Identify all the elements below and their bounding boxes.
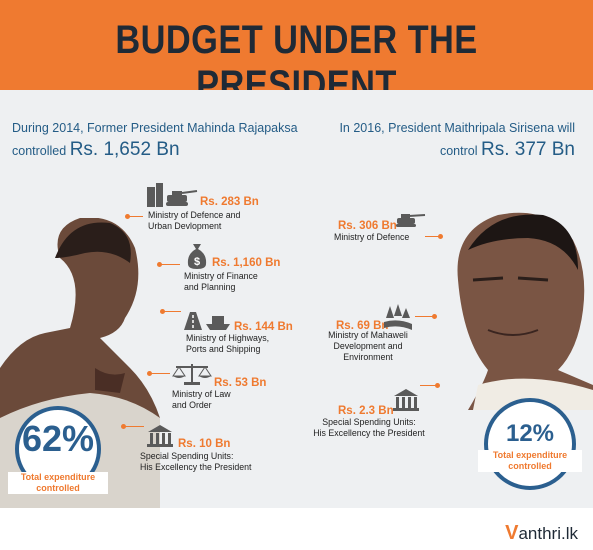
- tank-icon: [396, 214, 426, 227]
- leader-dot: [147, 371, 152, 376]
- ministry-name-line: Special Spending Units:: [140, 451, 234, 461]
- ministry-name-line: Special Spending Units:: [322, 417, 416, 427]
- percent-label: Total expenditure controlled: [8, 472, 108, 494]
- ministry-name-line: Ministry of Mahaweli: [328, 330, 408, 340]
- logo-text: anthri.lk: [518, 524, 578, 543]
- percent-value: 12%: [505, 420, 555, 447]
- left-intro-line2: controlled Rs. 1,652 Bn: [12, 139, 312, 162]
- ministry-amount: Rs. 10 Bn: [178, 438, 231, 450]
- scales-icon: [172, 364, 212, 385]
- leader-line: [425, 236, 439, 237]
- svg-text:$: $: [194, 256, 200, 268]
- ministry-name-line: His Excellency the President: [313, 428, 425, 438]
- ministry-name: Special Spending Units: His Excellency t…: [306, 417, 432, 439]
- logo-mark: V: [505, 522, 519, 544]
- ministry-amount: Rs. 144 Bn: [234, 321, 293, 333]
- tank-and-buildings-icon: [147, 183, 198, 207]
- ministry-name: Special Spending Units: His Excellency t…: [140, 451, 251, 473]
- ministry-name: Ministry of Law and Order: [172, 389, 231, 411]
- ministry-amount: Rs. 69 Bn: [336, 320, 389, 332]
- leader-line: [128, 216, 143, 217]
- ministry-name-line: Urban Devlopment: [148, 221, 222, 231]
- percent-label-line: controlled: [508, 461, 552, 471]
- ministry-name-line: Environment: [343, 352, 393, 362]
- left-intro-amount: Rs. 1,652 Bn: [69, 139, 180, 160]
- leader-line: [124, 426, 144, 427]
- leader-dot: [121, 424, 126, 429]
- highway-ship-icon: [184, 312, 230, 330]
- leader-dot: [438, 234, 443, 239]
- leader-dot: [432, 314, 437, 319]
- right-intro-line2: control Rs. 377 Bn: [315, 139, 575, 162]
- ministry-name: Ministry of Highways, Ports and Shipping: [186, 333, 269, 355]
- ministry-amount: Rs. 306 Bn: [338, 220, 397, 232]
- ministry-name: Ministry of Mahaweli Development and Env…: [322, 330, 414, 363]
- leader-dot: [157, 262, 162, 267]
- leader-line: [163, 311, 181, 312]
- money-bag-icon: $: [187, 244, 207, 269]
- percent-label: Total expenditure controlled: [478, 450, 582, 472]
- right-intro-amount: Rs. 377 Bn: [481, 139, 575, 160]
- left-intro-line1: During 2014, Former President Mahinda Ra…: [12, 121, 298, 135]
- ministry-name-line: and Order: [172, 400, 212, 410]
- president-portrait: [457, 212, 593, 410]
- ministry-amount: Rs. 1,160 Bn: [212, 257, 281, 269]
- ministry-name-line: Development and: [333, 341, 403, 351]
- ministry-name-line: Ministry of Law: [172, 389, 231, 399]
- ministry-name-line: Ministry of Highways,: [186, 333, 270, 343]
- leader-dot: [160, 309, 165, 314]
- right-intro-line1: In 2016, President Maithripala Sirisena …: [339, 121, 575, 135]
- left-intro: During 2014, Former President Mahinda Ra…: [12, 118, 312, 162]
- right-intro-prefix: control: [439, 144, 478, 158]
- ministry-name-line: Ministry of Finance: [184, 271, 258, 281]
- government-building-icon: [393, 389, 419, 411]
- government-building-icon: [147, 425, 173, 447]
- percent-label-line: controlled: [36, 483, 80, 493]
- forest-river-icon: [384, 304, 412, 330]
- percent-label-line: Total expenditure: [492, 450, 568, 460]
- leader-line: [150, 373, 170, 374]
- ministry-name-line: and Planning: [184, 282, 236, 292]
- ministry-name: Ministry of Finance and Planning: [184, 271, 258, 293]
- ministry-name-line: Ports and Shipping: [186, 344, 261, 354]
- ministry-amount: Rs. 53 Bn: [214, 377, 267, 389]
- ministry-name: Ministry of Defence and Urban Devlopment: [148, 210, 240, 232]
- left-intro-prefix: controlled: [12, 144, 67, 158]
- ministry-amount: Rs. 2.3 Bn: [338, 405, 394, 417]
- manthri-logo[interactable]: Vanthri.lk: [505, 522, 578, 545]
- ministry-name-line: Ministry of Defence and: [148, 210, 241, 220]
- ministry-name-line: Ministry of Defence: [334, 232, 410, 242]
- ministry-name-line: His Excellency the President: [140, 462, 252, 472]
- ministry-name: Ministry of Defence: [334, 232, 409, 243]
- leader-line: [160, 264, 180, 265]
- percent-label-line: Total expenditure: [20, 472, 96, 482]
- ministry-amount: Rs. 283 Bn: [200, 196, 259, 208]
- leader-line: [420, 385, 436, 386]
- leader-line: [415, 316, 433, 317]
- footer: [0, 508, 593, 550]
- leader-dot: [125, 214, 130, 219]
- percent-ring: [484, 398, 576, 490]
- header-banner: [0, 0, 593, 90]
- right-intro: In 2016, President Maithripala Sirisena …: [315, 118, 575, 162]
- percent-value: 62%: [21, 418, 95, 459]
- leader-dot: [435, 383, 440, 388]
